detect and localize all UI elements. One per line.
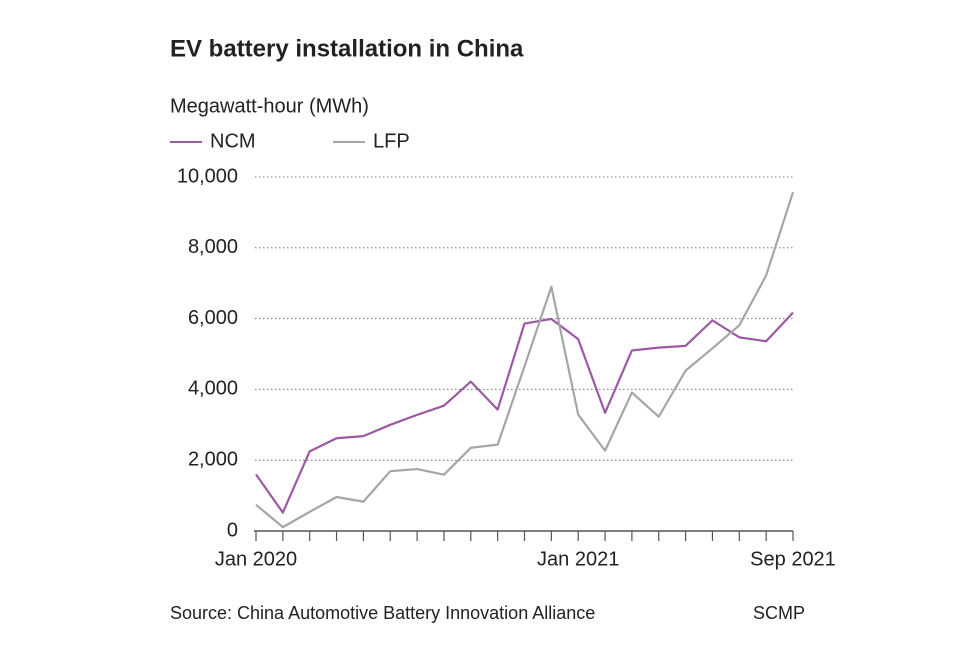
y-tick-label: 4,000 <box>188 378 238 400</box>
x-tick-label: Sep 2021 <box>750 548 836 570</box>
x-tick-label: Jan 2020 <box>215 548 297 570</box>
legend-label: LFP <box>373 130 410 152</box>
y-tick-label: 10,000 <box>177 165 238 187</box>
credit: SCMP <box>753 603 805 623</box>
x-tick-label: Jan 2021 <box>537 548 619 570</box>
series-line <box>255 191 795 529</box>
series-line <box>255 311 794 514</box>
y-axis-label: Megawatt-hour (MWh) <box>170 95 369 117</box>
legend-label: NCM <box>210 130 256 152</box>
source: Source: China Automotive Battery Innovat… <box>170 603 595 623</box>
chart-title: EV battery installation in China <box>170 35 524 62</box>
y-tick-label: 2,000 <box>188 448 238 470</box>
y-tick-label: 8,000 <box>188 236 238 258</box>
y-tick-label: 6,000 <box>188 307 238 329</box>
y-tick-label: 0 <box>227 519 238 541</box>
